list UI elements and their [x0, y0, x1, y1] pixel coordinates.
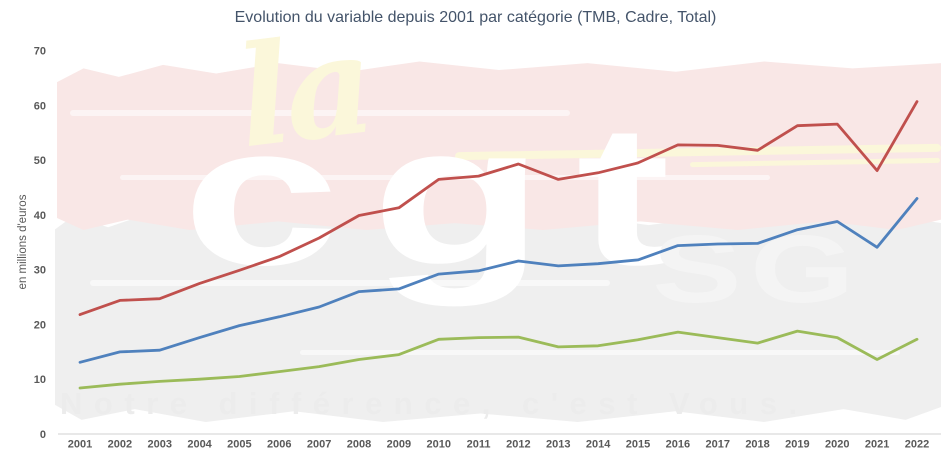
x-tick-label: 2009 — [387, 439, 411, 451]
x-tick-label: 2007 — [307, 439, 331, 451]
y-tick-label: 50 — [34, 155, 46, 167]
x-tick-label: 2004 — [187, 439, 212, 451]
y-tick-label: 20 — [34, 319, 46, 331]
chart-title: Evolution du variable depuis 2001 par ca… — [234, 9, 717, 26]
x-tick-label: 2012 — [506, 439, 530, 451]
x-tick-label: 2006 — [267, 439, 291, 451]
watermark-sg-text: SG — [652, 216, 863, 323]
series-line-tmb — [78, 329, 919, 390]
x-tick-label: 2011 — [467, 439, 491, 451]
y-tick-label: 30 — [34, 265, 46, 277]
x-tick-label: 2014 — [586, 439, 611, 451]
y-tick-label: 10 — [34, 374, 46, 386]
watermark-white-streak — [300, 350, 900, 355]
x-tick-label: 2001 — [68, 439, 92, 451]
y-tick-label: 40 — [34, 210, 46, 222]
x-tick-label: 2008 — [347, 439, 371, 451]
x-tick-label: 2013 — [546, 439, 570, 451]
x-tick-label: 2010 — [426, 439, 450, 451]
series-line-cadre — [78, 197, 919, 364]
y-tick-label: 60 — [34, 100, 46, 112]
x-tick-label: 2003 — [147, 439, 171, 451]
y-tick-label: 0 — [40, 429, 46, 441]
x-tick-label: 2020 — [825, 439, 849, 451]
y-axis-title: en millions d'euros — [17, 194, 29, 289]
x-tick-label: 2022 — [905, 439, 929, 451]
x-tick-label: 2018 — [745, 439, 769, 451]
watermark-white-streak — [90, 280, 610, 286]
x-tick-label: 2017 — [705, 439, 729, 451]
x-tick-label: 2019 — [785, 439, 809, 451]
x-tick-label: 2021 — [865, 439, 889, 451]
x-tick-label: 2016 — [666, 439, 690, 451]
y-tick-label: 70 — [34, 46, 46, 58]
x-tick-label: 2005 — [227, 439, 251, 451]
series-line-total — [78, 100, 919, 317]
watermark-gray-brush — [55, 212, 941, 422]
x-tick-label: 2002 — [108, 439, 132, 451]
watermark-white-streak — [70, 110, 570, 116]
watermark-slogan-text: Notre différence, c'est Vous. — [60, 386, 809, 421]
x-tick-label: 2015 — [626, 439, 650, 451]
